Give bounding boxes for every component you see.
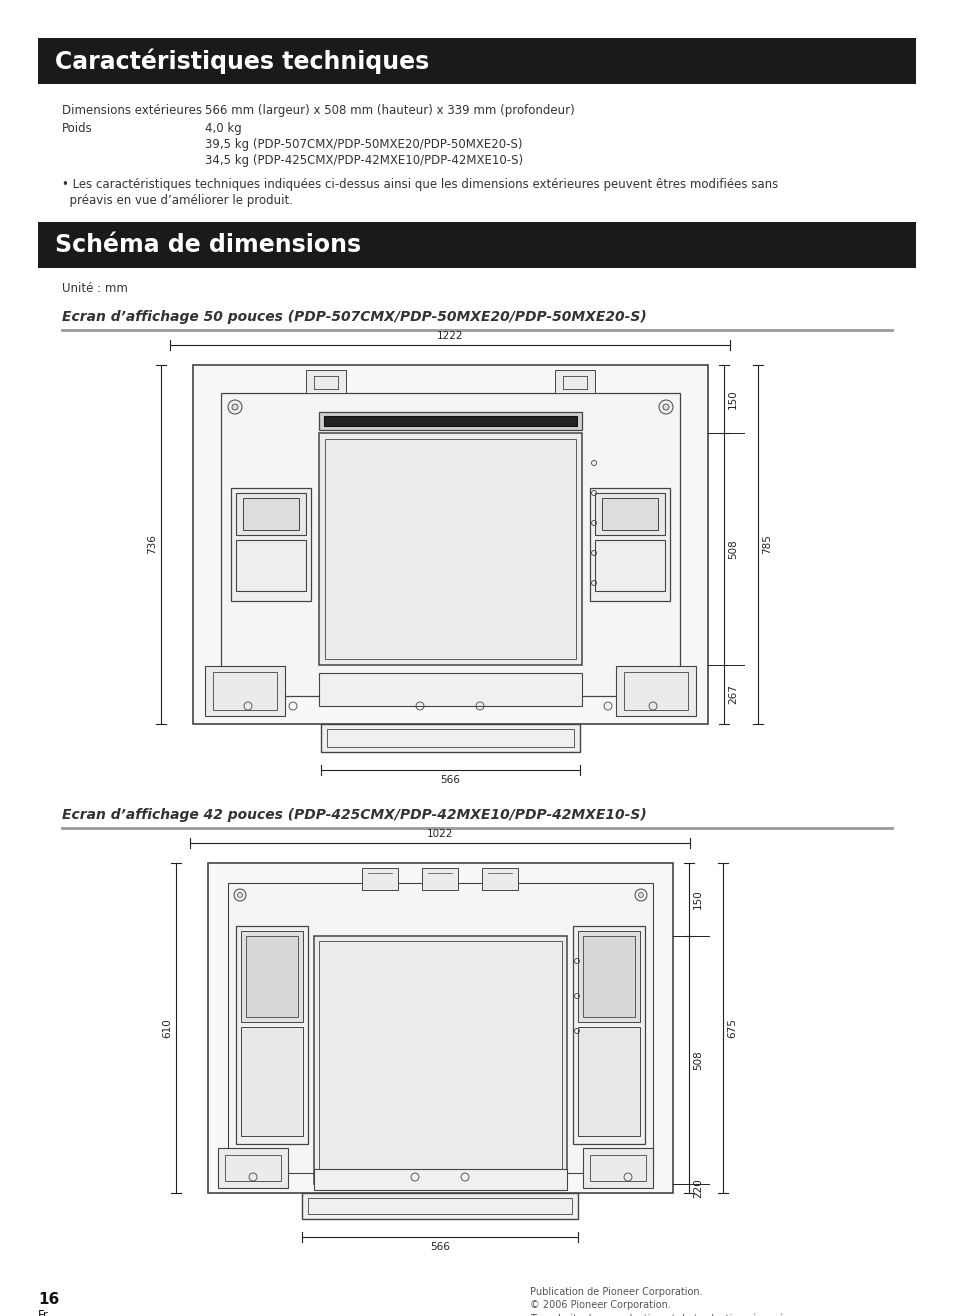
Bar xyxy=(318,941,561,1179)
Text: 4,0 kg: 4,0 kg xyxy=(205,122,241,136)
Bar xyxy=(231,488,311,601)
Bar xyxy=(241,930,303,1023)
Text: 566: 566 xyxy=(430,1242,450,1252)
Bar xyxy=(582,1148,652,1188)
Bar xyxy=(589,488,669,601)
Text: 675: 675 xyxy=(726,1019,737,1038)
Text: 16: 16 xyxy=(38,1292,59,1307)
Circle shape xyxy=(233,890,246,901)
Bar xyxy=(38,222,915,268)
Bar xyxy=(235,494,306,536)
Bar xyxy=(582,936,635,1017)
Text: préavis en vue d’améliorer le produit.: préavis en vue d’améliorer le produit. xyxy=(62,193,293,207)
Bar xyxy=(213,672,276,711)
Text: • Les caractéristiques techniques indiquées ci-dessus ainsi que les dimensions e: • Les caractéristiques techniques indiqu… xyxy=(62,178,778,191)
Text: 150: 150 xyxy=(692,890,702,909)
Bar xyxy=(218,1148,288,1188)
Bar xyxy=(228,883,652,1173)
Bar xyxy=(327,729,574,747)
Text: Publication de Pioneer Corporation.: Publication de Pioneer Corporation. xyxy=(530,1287,702,1298)
Bar xyxy=(421,869,457,890)
Bar xyxy=(481,869,517,890)
Bar xyxy=(324,416,577,426)
Text: 1222: 1222 xyxy=(436,332,463,341)
Bar xyxy=(308,1198,572,1213)
Text: 220: 220 xyxy=(692,1179,702,1199)
Text: 736: 736 xyxy=(147,534,157,554)
Bar xyxy=(225,1155,281,1180)
Bar xyxy=(555,370,595,393)
Bar xyxy=(578,930,639,1023)
Bar xyxy=(306,370,346,393)
Bar xyxy=(302,1194,578,1219)
Bar xyxy=(38,38,915,84)
Text: 508: 508 xyxy=(692,1050,702,1070)
Text: Caractéristiques techniques: Caractéristiques techniques xyxy=(55,49,429,74)
Text: Poids: Poids xyxy=(62,122,92,136)
Bar xyxy=(595,494,664,536)
Text: 39,5 kg (PDP-507CMX/PDP-50MXE20/PDP-50MXE20-S): 39,5 kg (PDP-507CMX/PDP-50MXE20/PDP-50MX… xyxy=(205,138,522,151)
Circle shape xyxy=(237,1158,242,1163)
Bar xyxy=(241,1026,303,1136)
Bar xyxy=(589,1155,645,1180)
Bar xyxy=(205,666,285,716)
Text: Ecran d’affichage 50 pouces (PDP-507CMX/PDP-50MXE20/PDP-50MXE20-S): Ecran d’affichage 50 pouces (PDP-507CMX/… xyxy=(62,311,646,324)
Bar xyxy=(208,863,672,1194)
Circle shape xyxy=(635,1155,646,1167)
Text: Ecran d’affichage 42 pouces (PDP-425CMX/PDP-42MXE10/PDP-42MXE10-S): Ecran d’affichage 42 pouces (PDP-425CMX/… xyxy=(62,808,646,822)
Bar xyxy=(320,724,579,751)
Circle shape xyxy=(228,675,242,690)
Circle shape xyxy=(233,1155,246,1167)
Circle shape xyxy=(638,892,643,898)
Text: 610: 610 xyxy=(162,1019,172,1038)
Bar xyxy=(314,936,566,1184)
Text: 150: 150 xyxy=(727,390,738,409)
Text: 267: 267 xyxy=(727,684,738,704)
Bar xyxy=(221,393,679,696)
Circle shape xyxy=(232,404,237,411)
Bar xyxy=(325,440,576,659)
Bar xyxy=(595,540,664,591)
Circle shape xyxy=(659,675,672,690)
Bar xyxy=(193,365,707,724)
Text: Unité : mm: Unité : mm xyxy=(62,282,128,295)
Text: 34,5 kg (PDP-425CMX/PDP-42MXE10/PDP-42MXE10-S): 34,5 kg (PDP-425CMX/PDP-42MXE10/PDP-42MX… xyxy=(205,154,522,167)
Text: 785: 785 xyxy=(761,534,771,554)
Bar xyxy=(623,672,687,711)
Text: 566 mm (largeur) x 508 mm (hauteur) x 339 mm (profondeur): 566 mm (largeur) x 508 mm (hauteur) x 33… xyxy=(205,104,574,117)
Text: Dimensions extérieures: Dimensions extérieures xyxy=(62,104,202,117)
Bar xyxy=(616,666,696,716)
Text: Fr: Fr xyxy=(38,1309,49,1316)
Circle shape xyxy=(662,679,668,686)
Circle shape xyxy=(232,679,237,686)
Circle shape xyxy=(662,404,668,411)
Bar xyxy=(235,926,308,1144)
Text: 566: 566 xyxy=(439,775,459,786)
Circle shape xyxy=(638,1158,643,1163)
Bar xyxy=(318,412,581,430)
Bar xyxy=(235,540,306,591)
Bar xyxy=(361,869,397,890)
Bar xyxy=(246,936,297,1017)
Bar xyxy=(243,497,298,530)
Bar xyxy=(573,926,644,1144)
Text: Tous droits de reproduction et de traduction réservés.: Tous droits de reproduction et de traduc… xyxy=(530,1313,791,1316)
Circle shape xyxy=(635,890,646,901)
Bar xyxy=(318,672,581,705)
Text: © 2006 Pioneer Corporation.: © 2006 Pioneer Corporation. xyxy=(530,1300,670,1309)
Bar xyxy=(578,1026,639,1136)
Text: 508: 508 xyxy=(727,540,738,559)
Bar xyxy=(601,497,658,530)
Text: 1022: 1022 xyxy=(426,829,453,840)
Bar xyxy=(314,1169,566,1190)
Circle shape xyxy=(228,400,242,415)
Bar xyxy=(318,433,581,665)
Circle shape xyxy=(659,400,672,415)
Text: Schéma de dimensions: Schéma de dimensions xyxy=(55,233,361,257)
Circle shape xyxy=(237,892,242,898)
